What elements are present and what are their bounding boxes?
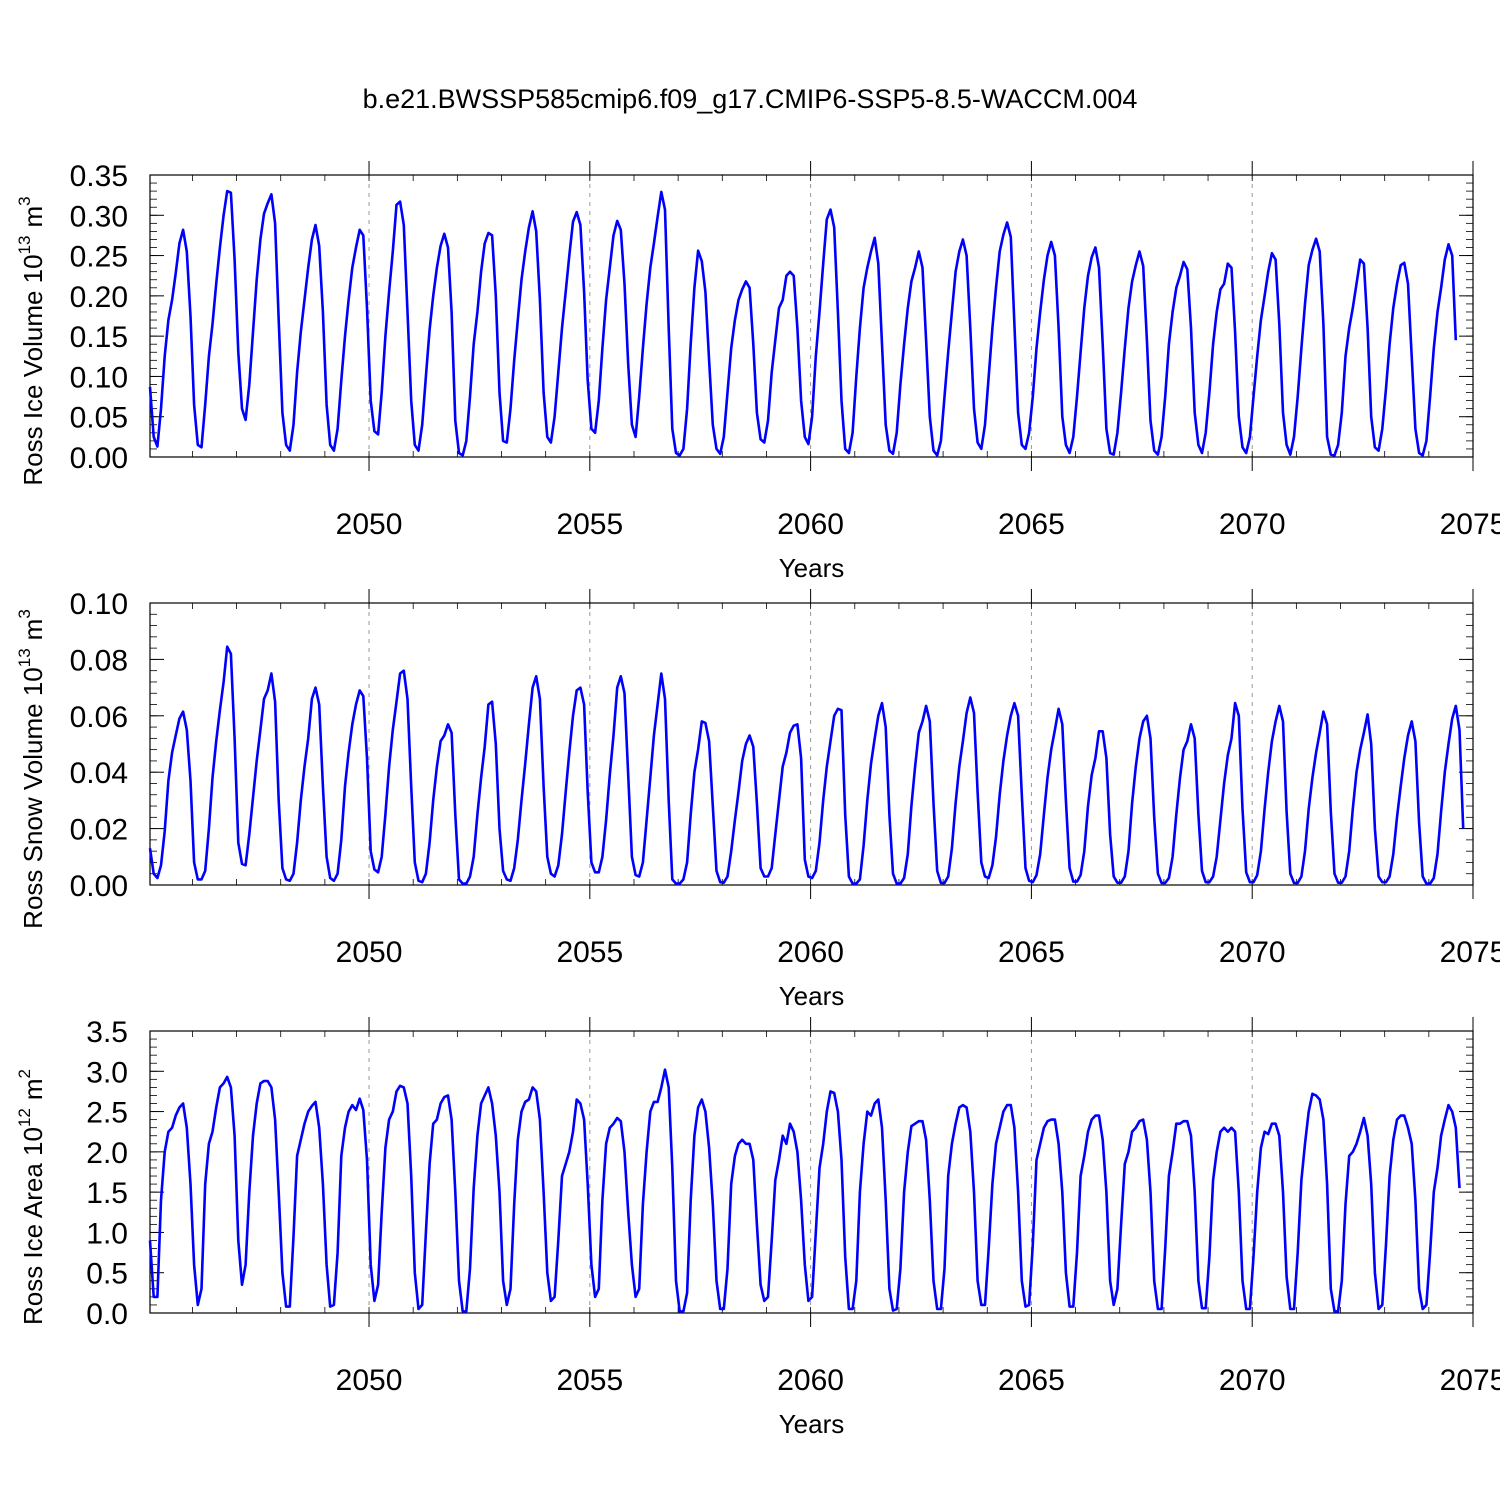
x-tick-label-2060: 2060 [777, 936, 844, 969]
y-tick-label: 0.08 [70, 644, 128, 677]
y-axis-label-unit-exponent: 2 [15, 1069, 34, 1078]
y-tick-label: 0.5 [86, 1258, 128, 1291]
y-axis-label-text: Ross Snow Volume 10 [18, 667, 48, 929]
y-tick-label: 2.0 [86, 1137, 128, 1170]
y-axis-label-exponent: 13 [15, 648, 34, 667]
y-axis-label-unit: m [18, 1078, 48, 1100]
y-tick-label: 2.5 [86, 1097, 128, 1130]
x-axis-label: Years [779, 1409, 845, 1439]
figure-title: b.e21.BWSSP585cmip6.f09_g17.CMIP6-SSP5-8… [362, 84, 1138, 114]
y-tick-label: 0.00 [70, 442, 128, 475]
plot-frame [149, 1030, 1474, 1314]
y-tick-label: 0.15 [70, 321, 128, 354]
y-tick-label: 1.0 [86, 1217, 128, 1250]
series-line-ross-ice-volume [148, 189, 1458, 457]
x-tick-label-2070: 2070 [1219, 508, 1286, 541]
y-axis-label-unit: m [18, 619, 48, 641]
x-tick-label-2050: 2050 [336, 936, 403, 969]
x-tick-label-2065: 2065 [998, 508, 1065, 541]
y-tick-label: 0.04 [70, 757, 128, 790]
y-axis-label-text: Ross Ice Volume 10 [18, 254, 48, 485]
x-axis-label: Years [779, 553, 845, 583]
y-tick-label: 0.25 [70, 241, 128, 274]
x-tick-label-2060: 2060 [777, 1364, 844, 1397]
x-tick-label-2055: 2055 [556, 508, 623, 541]
panel-ross-ice-area: 0.0 0.5 1.0 1.5 2.0 2.5 3.0 3.5 2050 2055 2060 2065… [15, 1016, 1500, 1439]
x-tick-label-2065: 2065 [998, 936, 1065, 969]
x-tick-label-2075: 2075 [1440, 936, 1500, 969]
plot-frame [149, 602, 1474, 886]
x-tick-label-2055: 2055 [556, 936, 623, 969]
x-tick-label-2075: 2075 [1440, 508, 1500, 541]
y-tick-label: 0.05 [70, 402, 128, 435]
y-tick-label: 0.10 [70, 588, 128, 621]
series-line-ross-snow-volume [148, 645, 1465, 885]
x-tick-label-2075: 2075 [1440, 1364, 1500, 1397]
x-tick-label-2065: 2065 [998, 1364, 1065, 1397]
series-line-ross-ice-area [148, 1068, 1461, 1313]
x-tick-label-2070: 2070 [1219, 936, 1286, 969]
y-axis-label-text: Ross Ice Area 10 [18, 1127, 48, 1325]
y-tick-label: 0.06 [70, 701, 128, 734]
panel-ross-snow-volume: 0.00 0.02 0.04 0.06 0.08 0.10 2050 2055 2060 2065… [15, 588, 1500, 1011]
y-tick-label: 0.02 [70, 814, 128, 847]
y-tick-label: 0.35 [70, 160, 128, 193]
y-tick-label: 0.0 [86, 1298, 128, 1331]
y-axis-label: Ross Ice Volume 1013 m3 [15, 196, 48, 485]
y-axis-label-exponent: 12 [15, 1108, 34, 1127]
y-axis-label-unit-exponent: 3 [15, 196, 34, 205]
panel-ross-ice-volume: 0.00 0.05 0.10 0.15 0.20 0.25 0.30 0.35 2050 2055… [15, 160, 1500, 583]
x-axis-label: Years [779, 981, 845, 1011]
y-tick-label: 0.00 [70, 870, 128, 903]
y-tick-label: 0.20 [70, 281, 128, 314]
y-tick-label: 3.0 [86, 1056, 128, 1089]
y-axis-label: Ross Ice Area 1012 m2 [15, 1069, 48, 1325]
x-tick-label-2070: 2070 [1219, 1364, 1286, 1397]
x-tick-label-2055: 2055 [556, 1364, 623, 1397]
y-axis-label-exponent: 13 [15, 235, 34, 254]
y-axis-label: Ross Snow Volume 1013 m3 [15, 609, 48, 929]
y-tick-label: 0.30 [70, 200, 128, 233]
plot-frame [149, 174, 1474, 458]
y-tick-label: 1.5 [86, 1177, 128, 1210]
x-tick-label-2060: 2060 [777, 508, 844, 541]
y-axis-label-unit-exponent: 3 [15, 609, 34, 618]
x-tick-label-2050: 2050 [336, 508, 403, 541]
x-tick-label-2050: 2050 [336, 1364, 403, 1397]
y-tick-label: 0.10 [70, 361, 128, 394]
y-tick-label: 3.5 [86, 1016, 128, 1049]
y-axis-label-unit: m [18, 206, 48, 228]
